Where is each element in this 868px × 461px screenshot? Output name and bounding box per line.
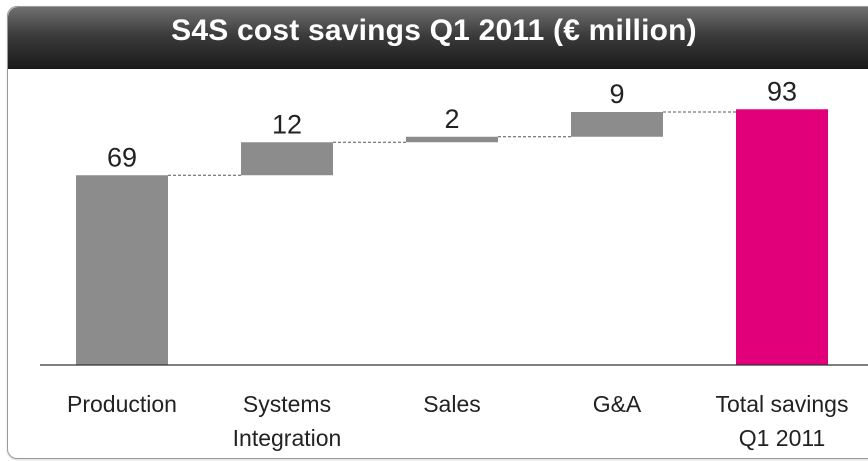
bars [76, 109, 828, 365]
value-label-0: 69 [107, 142, 137, 172]
value-labels: 69 12 2 9 93 [107, 76, 797, 172]
category-label-4-0: Total savings [716, 391, 849, 417]
title-bar [8, 7, 868, 69]
category-label-1-1: Integration [233, 425, 342, 451]
value-label-3: 9 [609, 79, 624, 109]
bar-3 [571, 112, 663, 137]
category-label-4-1: Q1 2011 [739, 425, 826, 451]
category-label-3-0: G&A [593, 391, 642, 417]
category-label-1-0: Systems [243, 391, 331, 417]
category-label-0-0: Production [67, 391, 177, 417]
bar-0 [76, 175, 168, 365]
connector-lines [168, 111, 736, 176]
value-label-4: 93 [767, 76, 797, 106]
bar-1 [241, 142, 333, 176]
value-label-2: 2 [444, 104, 459, 134]
bar-2 [406, 136, 498, 143]
chart-title: S4S cost savings Q1 2011 (€ million) [171, 14, 697, 47]
value-label-1: 12 [272, 109, 302, 139]
category-labels: Production Systems Integration Sales G&A Tota… [67, 391, 848, 451]
category-label-2-0: Sales [423, 391, 481, 417]
bar-4 [736, 109, 828, 365]
